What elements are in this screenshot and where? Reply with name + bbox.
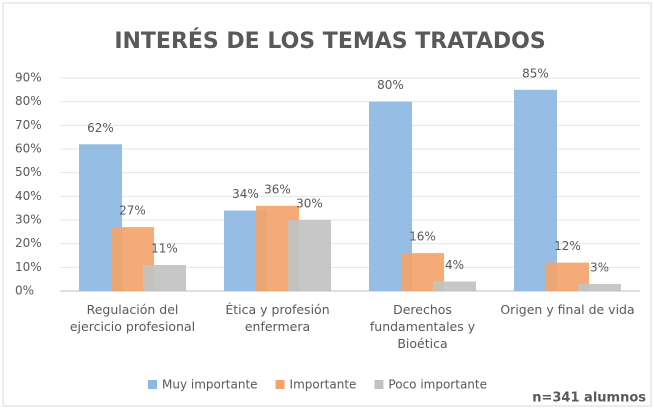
x-tick-label: Derechos fundamentales y Bioética (369, 302, 476, 351)
legend-swatch (148, 380, 157, 389)
x-tick-label: Regulación del ejercicio profesional (69, 302, 196, 334)
data-label: 12% (554, 239, 581, 253)
x-tick-label: Origen y final de vida (500, 302, 635, 317)
annotation: n=341 alumnos (532, 391, 646, 406)
y-tick-label: 0% (15, 284, 34, 298)
legend-label: Poco importante (388, 378, 487, 392)
y-tick-label: 80% (15, 94, 42, 108)
y-tick-label: 90% (15, 71, 42, 85)
data-label: 4% (445, 258, 464, 272)
data-label: 16% (409, 230, 436, 244)
bar (143, 264, 186, 291)
bar (514, 89, 557, 291)
data-label: 80% (377, 78, 404, 92)
legend-swatch (275, 380, 285, 389)
y-tick-label: 40% (15, 189, 42, 203)
data-label: 85% (522, 66, 549, 80)
bar (288, 220, 331, 291)
data-label: 30% (296, 197, 323, 211)
y-tick-label: 50% (15, 165, 42, 179)
data-label: 34% (232, 187, 259, 201)
data-label: 3% (590, 260, 609, 274)
chart-title: INTERÉS DE LOS TEMAS TRATADOS (114, 28, 545, 54)
x-tick-label: Ética y profesión enfermera (225, 302, 330, 334)
legend-label: Muy importante (162, 378, 258, 392)
y-tick-label: 10% (15, 260, 42, 274)
y-tick-label: 70% (15, 118, 42, 132)
legend-swatch (374, 380, 384, 389)
bar (433, 281, 476, 291)
legend-label: Importante (290, 378, 357, 392)
y-tick-label: 60% (15, 142, 42, 156)
data-label: 11% (151, 241, 178, 255)
bar (578, 283, 621, 291)
data-label: 36% (264, 182, 291, 196)
data-label: 27% (119, 204, 146, 218)
y-tick-label: 20% (15, 236, 42, 250)
data-label: 62% (87, 121, 114, 135)
y-tick-label: 30% (15, 213, 42, 227)
